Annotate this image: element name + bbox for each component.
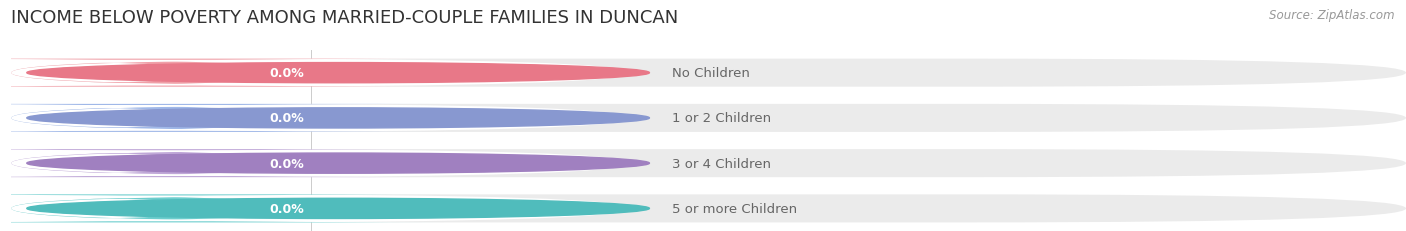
FancyBboxPatch shape	[11, 59, 1406, 87]
FancyBboxPatch shape	[11, 59, 630, 87]
Text: INCOME BELOW POVERTY AMONG MARRIED-COUPLE FAMILIES IN DUNCAN: INCOME BELOW POVERTY AMONG MARRIED-COUPL…	[11, 9, 679, 27]
FancyBboxPatch shape	[0, 104, 444, 132]
FancyBboxPatch shape	[11, 104, 1406, 132]
Text: 3 or 4 Children: 3 or 4 Children	[672, 157, 770, 170]
Circle shape	[27, 198, 650, 219]
FancyBboxPatch shape	[0, 151, 409, 176]
Text: Source: ZipAtlas.com: Source: ZipAtlas.com	[1270, 9, 1395, 22]
FancyBboxPatch shape	[0, 149, 444, 177]
Text: 0.0%: 0.0%	[270, 202, 304, 215]
FancyBboxPatch shape	[11, 104, 630, 132]
FancyBboxPatch shape	[0, 59, 444, 87]
Text: 5 or more Children: 5 or more Children	[672, 202, 797, 215]
FancyBboxPatch shape	[11, 149, 630, 177]
FancyBboxPatch shape	[0, 106, 409, 131]
Text: 0.0%: 0.0%	[270, 112, 304, 125]
FancyBboxPatch shape	[11, 195, 630, 222]
Circle shape	[27, 108, 650, 128]
Text: 0.0%: 0.0%	[270, 67, 304, 80]
FancyBboxPatch shape	[0, 195, 444, 222]
Circle shape	[27, 63, 650, 83]
Circle shape	[27, 153, 650, 173]
Text: 0.0%: 0.0%	[270, 157, 304, 170]
FancyBboxPatch shape	[0, 196, 409, 221]
FancyBboxPatch shape	[0, 61, 409, 86]
FancyBboxPatch shape	[11, 195, 1406, 222]
Text: No Children: No Children	[672, 67, 749, 80]
FancyBboxPatch shape	[11, 149, 1406, 177]
Text: 1 or 2 Children: 1 or 2 Children	[672, 112, 770, 125]
